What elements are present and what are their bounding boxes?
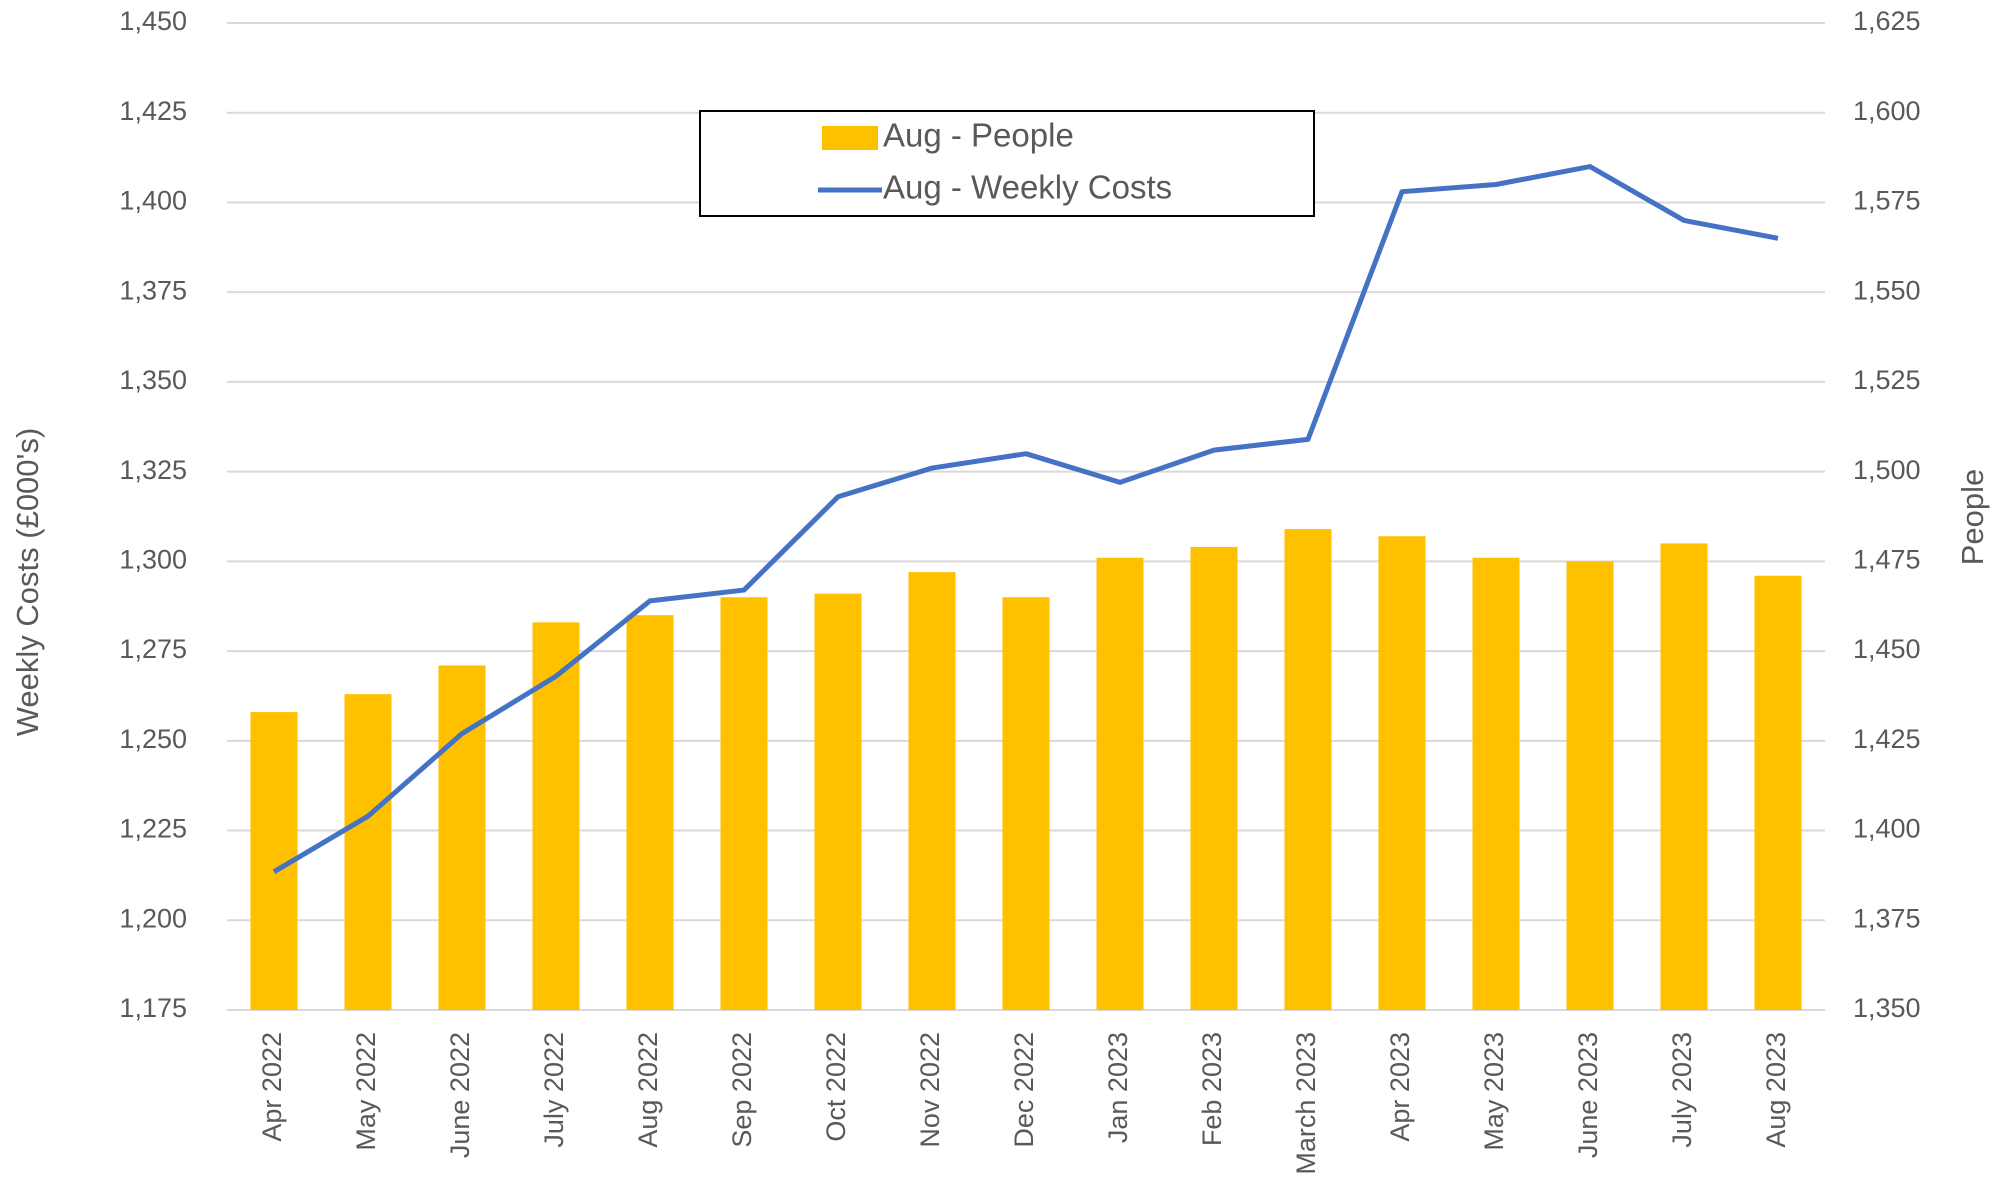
bar: [1754, 575, 1802, 1010]
y2-tick-label: 1,600: [1853, 96, 1921, 126]
y-tick-label: 1,425: [119, 96, 187, 126]
legend-label: Aug - People: [883, 117, 1074, 154]
y2-tick-label: 1,625: [1853, 6, 1921, 36]
y-tick-label: 1,375: [119, 275, 187, 305]
y2-tick-label: 1,375: [1853, 903, 1921, 933]
x-tick-label: July 2022: [539, 1032, 569, 1148]
legend-swatch: [822, 126, 878, 150]
x-tick-label: July 2023: [1667, 1032, 1697, 1148]
x-tick-label: Jan 2023: [1103, 1032, 1133, 1143]
bar: [1284, 529, 1332, 1010]
x-tick-label: June 2022: [445, 1032, 475, 1158]
x-tick-label: May 2023: [1479, 1032, 1509, 1151]
y2-tick-label: 1,500: [1853, 455, 1921, 485]
y2-tick-label: 1,425: [1853, 724, 1921, 754]
y2-tick-label: 1,475: [1853, 544, 1921, 574]
bar: [1190, 547, 1238, 1010]
bar: [1472, 557, 1520, 1010]
y-tick-label: 1,325: [119, 455, 187, 485]
y2-tick-label: 1,550: [1853, 275, 1921, 305]
bar: [344, 694, 392, 1010]
legend-box: [699, 110, 1315, 217]
bar: [532, 622, 580, 1010]
line: [272, 164, 1779, 874]
bar: [438, 665, 486, 1010]
bars: [250, 529, 1802, 1010]
y-tick-label: 1,300: [119, 544, 187, 574]
x-tick-label: Nov 2022: [915, 1032, 945, 1148]
x-tick-label: Feb 2023: [1197, 1032, 1227, 1146]
y-tick-label: 1,275: [119, 634, 187, 664]
x-tick-label: Dec 2022: [1009, 1032, 1039, 1148]
x-tick-label: Aug 2023: [1761, 1032, 1791, 1148]
bar: [1566, 561, 1614, 1010]
y-tick-label: 1,200: [119, 903, 187, 933]
legend: Aug - People Aug - Weekly Costs: [699, 110, 1315, 217]
y-tick-label: 1,400: [119, 186, 187, 216]
x-tick-label: Sep 2022: [727, 1032, 757, 1148]
bar: [814, 593, 862, 1010]
bar: [1096, 557, 1144, 1010]
y2-tick-label: 1,575: [1853, 186, 1921, 216]
y2-tick-label: 1,525: [1853, 365, 1921, 395]
y-tick-label: 1,225: [119, 814, 187, 844]
x-tick-label: June 2023: [1573, 1032, 1603, 1158]
x-tick-label: Oct 2022: [821, 1032, 851, 1142]
lines: [272, 164, 1779, 874]
y2-tick-label: 1,450: [1853, 634, 1921, 664]
bar: [1378, 536, 1426, 1010]
y2-tick-label: 1,400: [1853, 814, 1921, 844]
y-tick-label: 1,175: [119, 993, 187, 1023]
y-tick-label: 1,250: [119, 724, 187, 754]
labels: 1,175 1,200 1,225 1,250 1,275 1,300 1,325 1,350…: [119, 6, 1920, 1174]
y2-axis-title: People: [1955, 469, 1990, 566]
legend-label: Aug - Weekly Costs: [883, 169, 1172, 206]
x-tick-label: March 2023: [1291, 1032, 1321, 1175]
bar: [720, 597, 768, 1010]
bar: [626, 615, 674, 1010]
x-tick-label: Aug 2022: [633, 1032, 663, 1148]
y-tick-label: 1,350: [119, 365, 187, 395]
x-tick-label: Apr 2023: [1385, 1032, 1415, 1142]
x-tick-label: Apr 2022: [257, 1032, 287, 1142]
bar: [908, 572, 956, 1010]
bar: [1660, 543, 1708, 1010]
bar: [1002, 597, 1050, 1010]
y-axis-title: Weekly Costs (£000's): [10, 428, 45, 737]
x-tick-label: May 2022: [351, 1032, 381, 1151]
y-tick-label: 1,450: [119, 6, 187, 36]
y2-tick-label: 1,350: [1853, 993, 1921, 1023]
